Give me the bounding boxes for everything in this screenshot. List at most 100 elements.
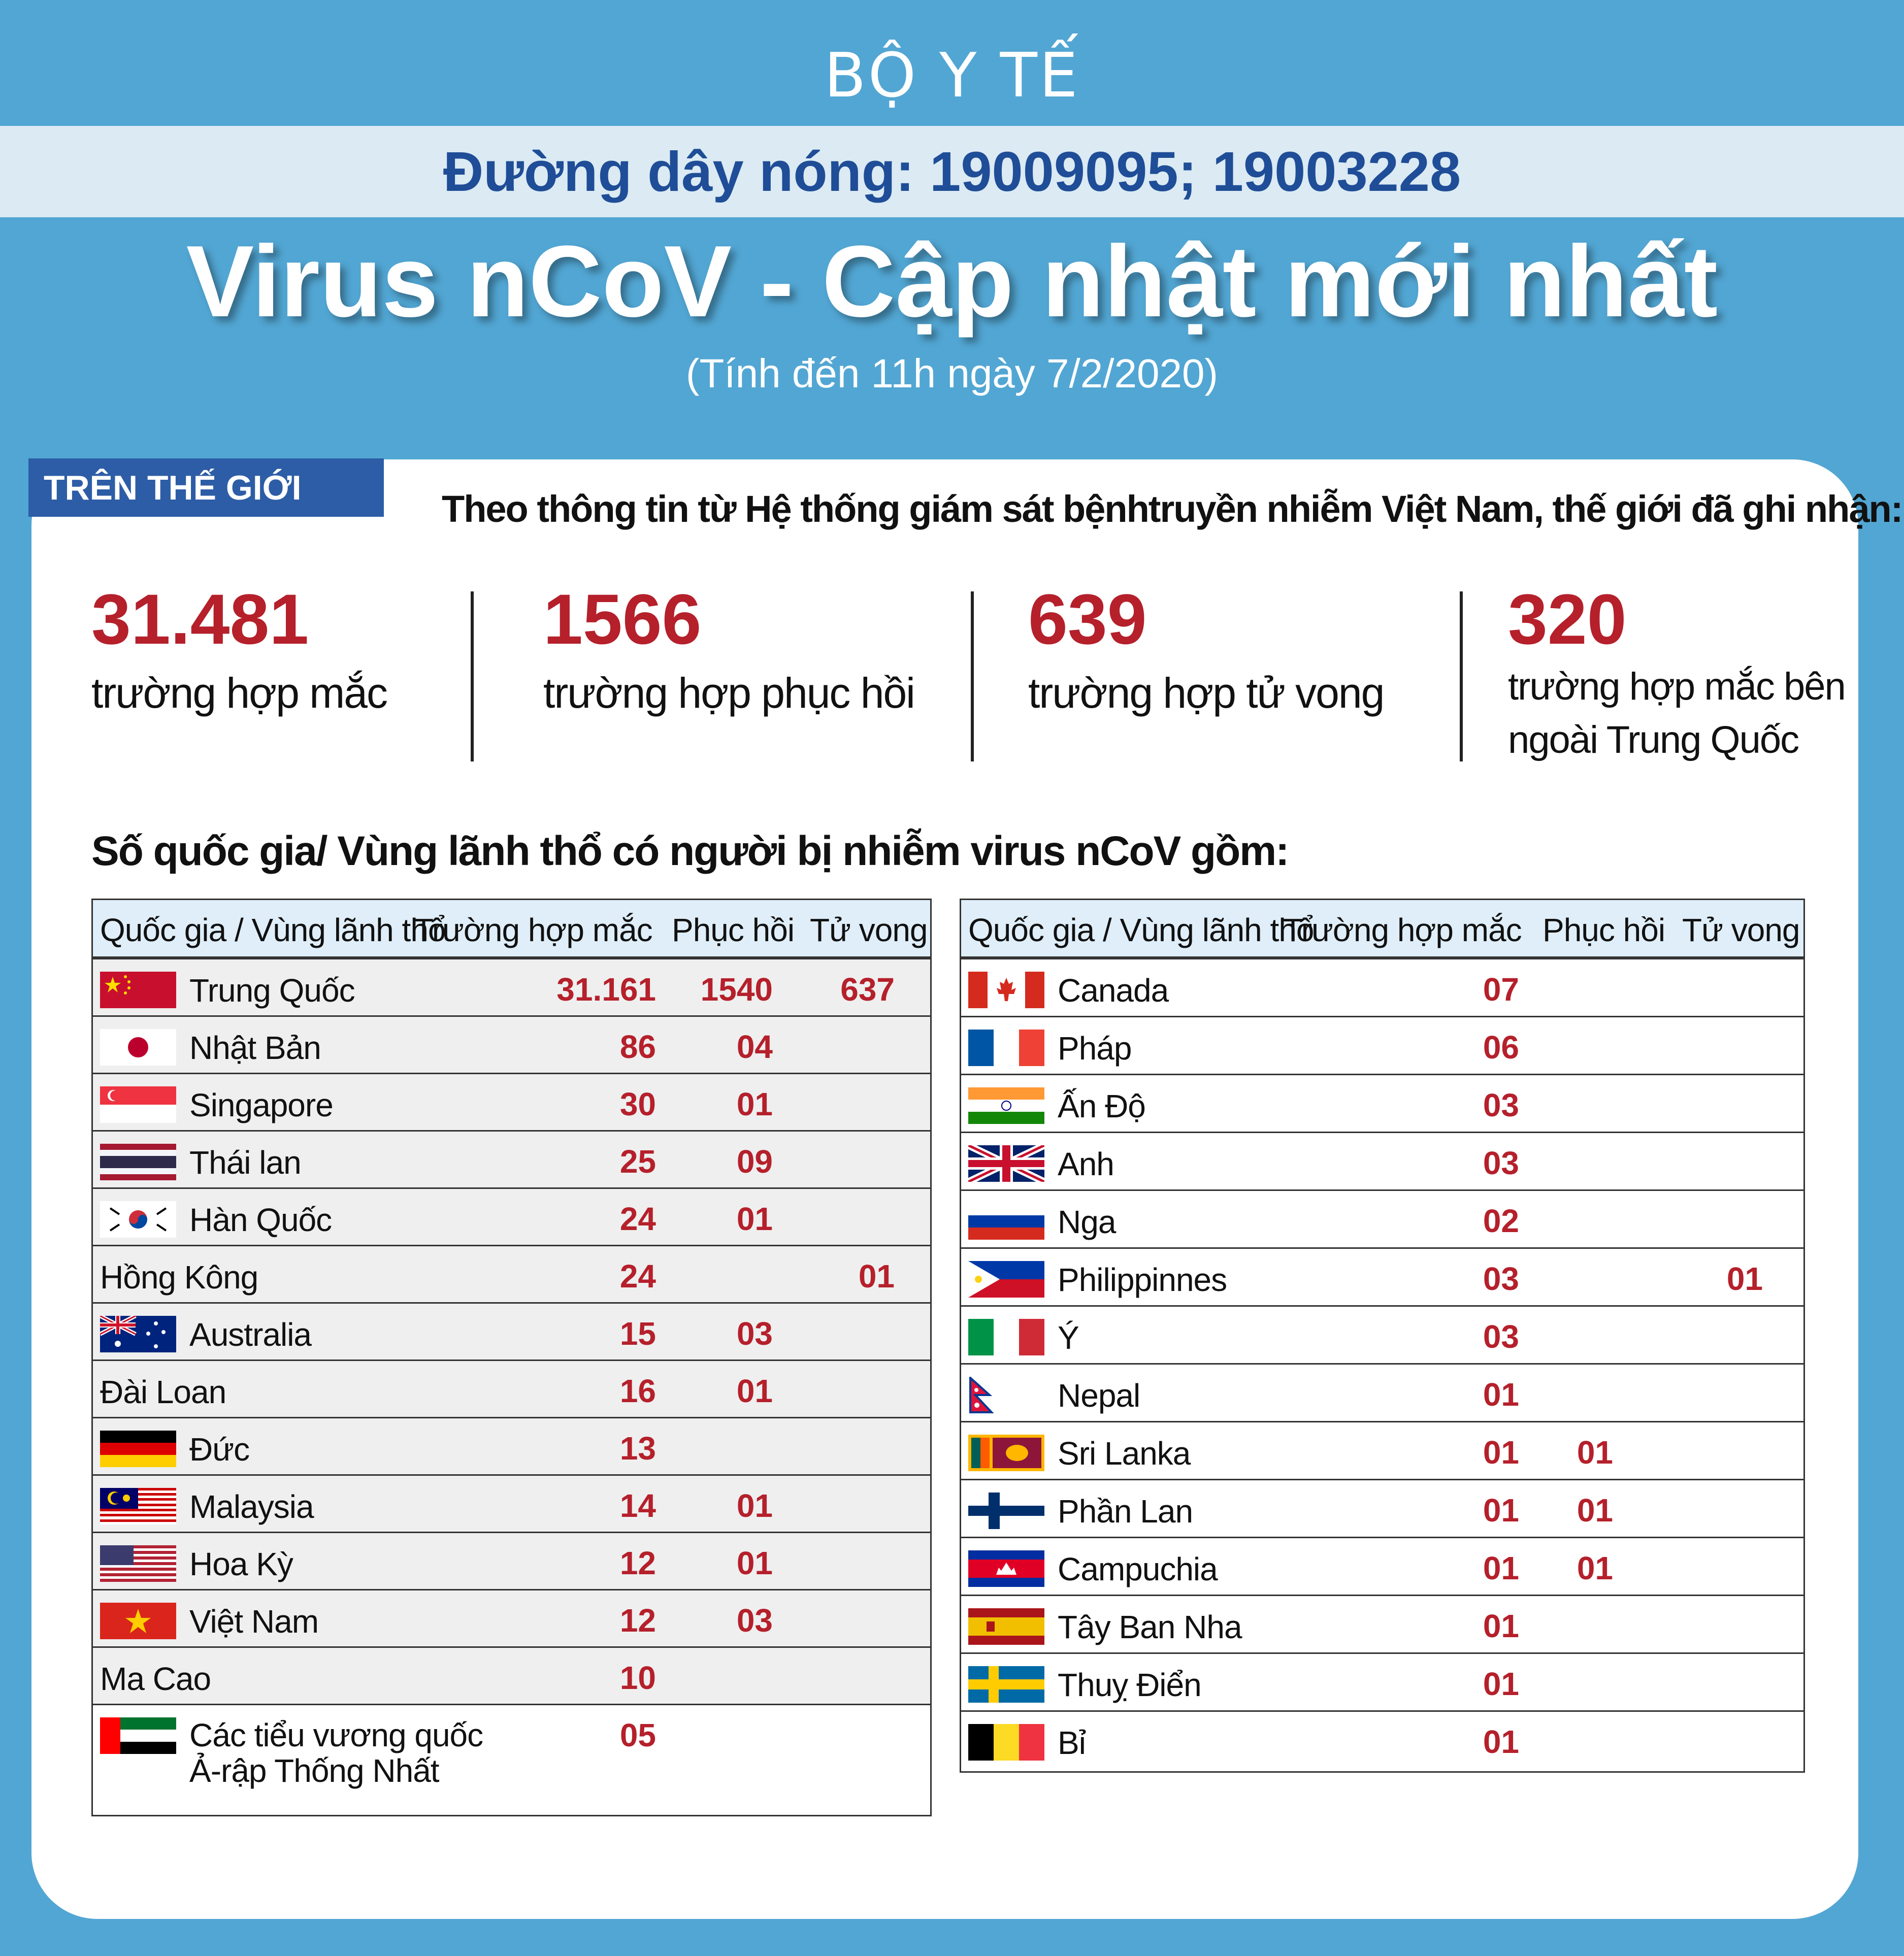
ministry-name: BỘ Y TẾ xyxy=(824,41,1080,111)
country-name: Thuỵ Điển xyxy=(1058,1667,1202,1703)
table-row: Hàn Quốc 24 01 xyxy=(93,1189,930,1246)
value-recovered: 01 xyxy=(1577,1434,1613,1471)
value-deaths: 01 xyxy=(1726,1261,1763,1297)
nepal-flag xyxy=(968,1377,1044,1413)
value-recovered: 01 xyxy=(1577,1550,1613,1586)
value-cases: 16 xyxy=(619,1373,656,1409)
value-cases: 86 xyxy=(619,1029,656,1065)
value-cases: 03 xyxy=(1483,1087,1519,1123)
table-row: Ý 03 xyxy=(961,1307,1803,1365)
divider xyxy=(471,591,474,761)
country-name: Hoa Kỳ xyxy=(189,1546,293,1582)
value-recovered: 01 xyxy=(736,1373,773,1409)
country-name: Nhật Bản xyxy=(189,1030,321,1066)
table-row: Campuchia 01 01 xyxy=(961,1538,1803,1596)
france-flag xyxy=(968,1030,1044,1066)
srilanka-flag xyxy=(968,1435,1044,1471)
india-flag xyxy=(968,1087,1044,1124)
value-cases: 10 xyxy=(619,1660,656,1696)
canada-flag xyxy=(968,972,1044,1008)
country-name: Campuchia xyxy=(1058,1551,1218,1587)
countries-heading: Số quốc gia/ Vùng lãnh thổ có người bị n… xyxy=(91,828,1289,874)
value-recovered: 1540 xyxy=(700,971,773,1008)
table-row: Hoa Kỳ 12 01 xyxy=(93,1533,930,1590)
vietnam-flag xyxy=(100,1603,176,1639)
value-cases: 24 xyxy=(619,1201,656,1237)
col-country: Quốc gia / Vùng lãnh thổ xyxy=(100,912,446,948)
stat-number: 320 xyxy=(1508,579,1627,659)
country-name: Tây Ban Nha xyxy=(1058,1609,1242,1645)
country-name: Ấn Độ xyxy=(1058,1088,1146,1124)
country-name: Hồng Kông xyxy=(100,1259,258,1296)
table-row: Sri Lanka 01 01 xyxy=(961,1422,1803,1480)
cambodia-flag xyxy=(968,1550,1044,1587)
value-cases: 14 xyxy=(619,1487,656,1524)
value-recovered: 01 xyxy=(736,1487,773,1524)
value-cases: 15 xyxy=(619,1315,656,1352)
country-name: Canada xyxy=(1058,972,1169,1009)
value-recovered: 01 xyxy=(736,1201,773,1237)
table-row: Phần Lan 01 01 xyxy=(961,1480,1803,1538)
table-row: Nepal 01 xyxy=(961,1365,1803,1422)
country-name: Hàn Quốc xyxy=(189,1202,332,1238)
value-cases: 12 xyxy=(619,1602,656,1639)
country-name: Nepal xyxy=(1058,1377,1140,1414)
value-recovered: 03 xyxy=(736,1315,773,1352)
malaysia-flag xyxy=(100,1488,176,1524)
table-row: Malaysia 14 01 xyxy=(93,1476,930,1533)
value-recovered: 01 xyxy=(1577,1492,1613,1529)
country-name: Đài Loan xyxy=(100,1374,226,1410)
stat-number: 639 xyxy=(1028,579,1147,659)
table-row: Đức 13 xyxy=(93,1418,930,1476)
country-name: Anh xyxy=(1058,1146,1114,1182)
table-row: Canada 07 xyxy=(961,959,1803,1017)
country-name-line2: Ả-rập Thống Nhất xyxy=(189,1752,440,1789)
table-row: Việt Nam 12 03 xyxy=(93,1590,930,1648)
value-cases: 07 xyxy=(1483,971,1519,1008)
col-cases: Trường hợp mắc xyxy=(1283,912,1522,948)
value-recovered: 09 xyxy=(736,1143,773,1180)
value-cases: 01 xyxy=(1483,1434,1519,1471)
stat-cases: 31.481 trường hợp mắc xyxy=(91,584,388,721)
col-deaths: Tử vong xyxy=(1682,912,1800,948)
table-row: Thuỵ Điển 01 xyxy=(961,1654,1803,1712)
table-header: Quốc gia / Vùng lãnh thổ Trường hợp mắc … xyxy=(961,900,1803,959)
value-cases: 03 xyxy=(1483,1261,1519,1297)
country-name: Ma Cao xyxy=(100,1661,211,1697)
value-cases: 01 xyxy=(1483,1723,1519,1760)
country-name: Pháp xyxy=(1058,1030,1132,1067)
table-row: Anh 03 xyxy=(961,1133,1803,1191)
value-cases: 01 xyxy=(1483,1666,1519,1702)
finland-flag xyxy=(968,1493,1044,1529)
table-row: Các tiểu vương quốc Ả-rập Thống Nhất 05 xyxy=(93,1705,930,1802)
singapore-flag xyxy=(100,1086,176,1123)
divider xyxy=(971,591,974,761)
china-flag xyxy=(100,972,176,1008)
uk-flag xyxy=(968,1145,1044,1182)
country-name: Malaysia xyxy=(189,1488,314,1525)
col-recovered: Phục hồi xyxy=(672,912,795,948)
value-deaths: 01 xyxy=(858,1258,895,1295)
belgium-flag xyxy=(968,1724,1044,1761)
stat-deaths: 639 trường hợp tử vong xyxy=(1028,579,1385,721)
value-deaths: 637 xyxy=(840,971,895,1008)
spain-flag xyxy=(968,1608,1044,1645)
value-cases: 03 xyxy=(1483,1145,1519,1181)
value-cases: 01 xyxy=(1483,1608,1519,1644)
value-cases: 01 xyxy=(1483,1376,1519,1413)
value-cases: 12 xyxy=(619,1545,656,1581)
philippines-flag xyxy=(968,1261,1044,1298)
stat-label-line2: ngoài Trung Quốc xyxy=(1508,718,1799,761)
country-name: Phần Lan xyxy=(1058,1493,1193,1530)
value-recovered: 04 xyxy=(736,1029,773,1065)
main-title: Virus nCoV - Cập nhật mới nhất xyxy=(186,225,1718,338)
update-time: (Tính đến 11h ngày 7/2/2020) xyxy=(685,351,1219,396)
value-cases: 01 xyxy=(1483,1550,1519,1586)
right-country-table: Quốc gia / Vùng lãnh thổ Trường hợp mắc … xyxy=(960,899,1805,1773)
table-row: Thái lan 25 09 xyxy=(93,1132,930,1189)
russia-flag xyxy=(968,1203,1044,1240)
table-row: Australia 15 03 xyxy=(93,1304,930,1361)
country-name: Các tiểu vương quốc Ả-rập Thống Nhất xyxy=(189,1717,483,1788)
country-name: Ý xyxy=(1058,1319,1079,1356)
col-recovered: Phục hồi xyxy=(1542,912,1665,948)
